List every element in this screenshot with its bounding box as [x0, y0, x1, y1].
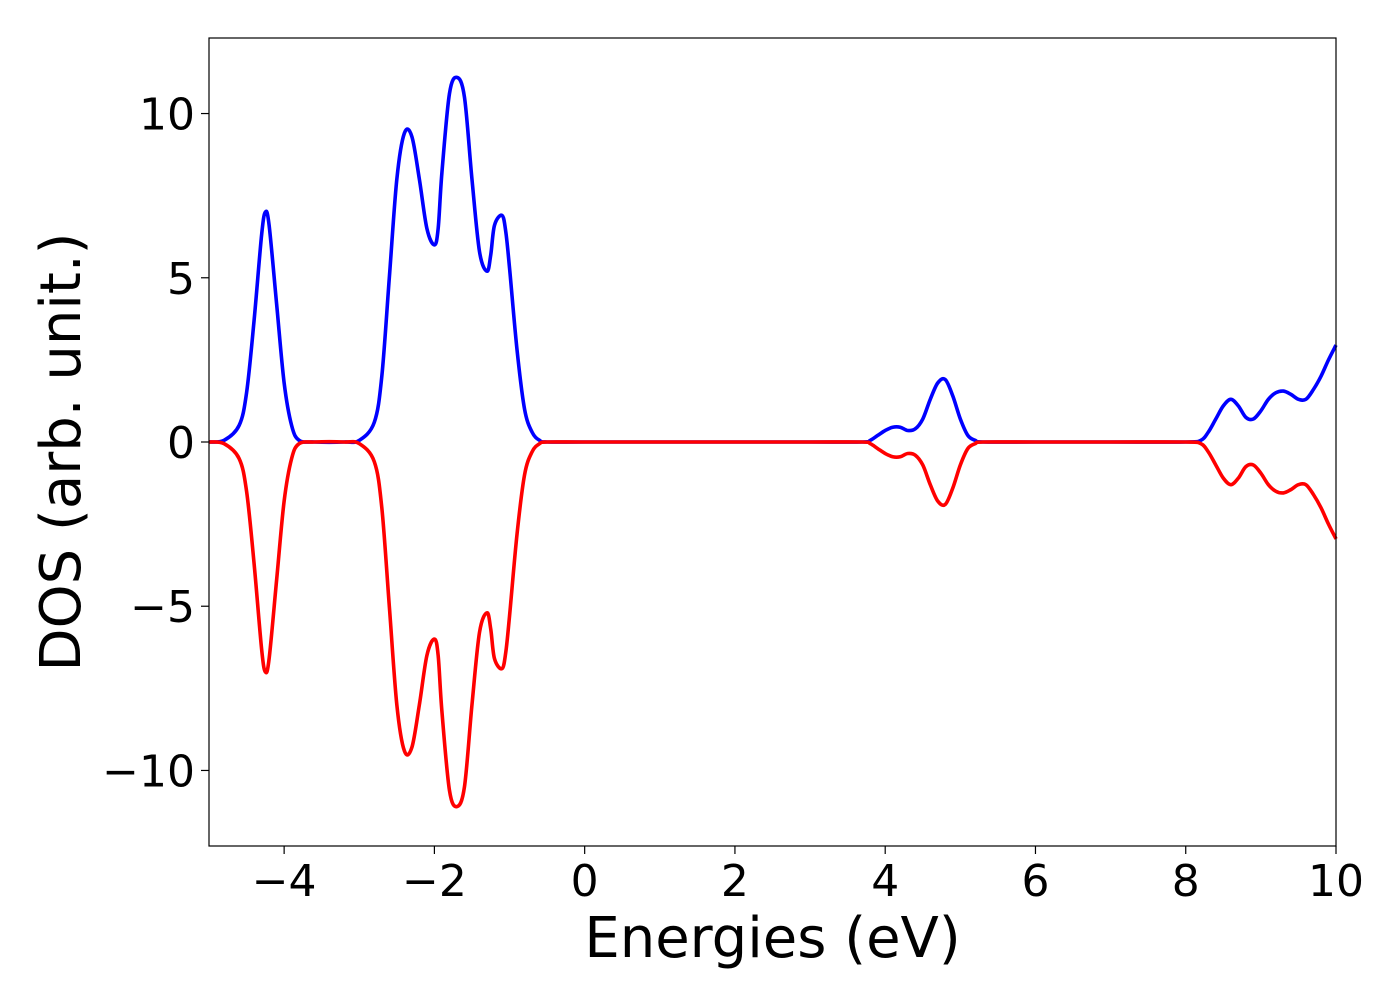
- x-tick-label: 10: [1308, 856, 1364, 907]
- y-tick-label: −5: [130, 582, 195, 633]
- x-tick-label: 6: [1021, 856, 1049, 907]
- x-axis-label: Energies (eV): [584, 906, 960, 971]
- y-tick-label: 10: [139, 90, 195, 141]
- y-axis-ticks: 10 5 0 −5 −10: [102, 90, 209, 797]
- y-tick-label: −10: [102, 746, 195, 797]
- x-tick-label: 0: [571, 856, 599, 907]
- series-line-1: [208, 439, 1338, 809]
- x-tick-label: 8: [1172, 856, 1200, 907]
- y-axis-label: DOS (arb. unit.): [29, 232, 94, 671]
- y-tick-label: 5: [167, 254, 195, 305]
- x-tick-label: −4: [252, 856, 317, 907]
- x-tick-label: −2: [402, 856, 467, 907]
- series-layer: [208, 75, 1338, 809]
- series-line-0: [208, 75, 1338, 445]
- x-tick-label: 2: [721, 856, 749, 907]
- x-tick-label: 4: [871, 856, 899, 907]
- x-axis-ticks: −4 −2 0 2 4 6 8 10: [252, 846, 1364, 907]
- y-tick-label: 0: [167, 418, 195, 469]
